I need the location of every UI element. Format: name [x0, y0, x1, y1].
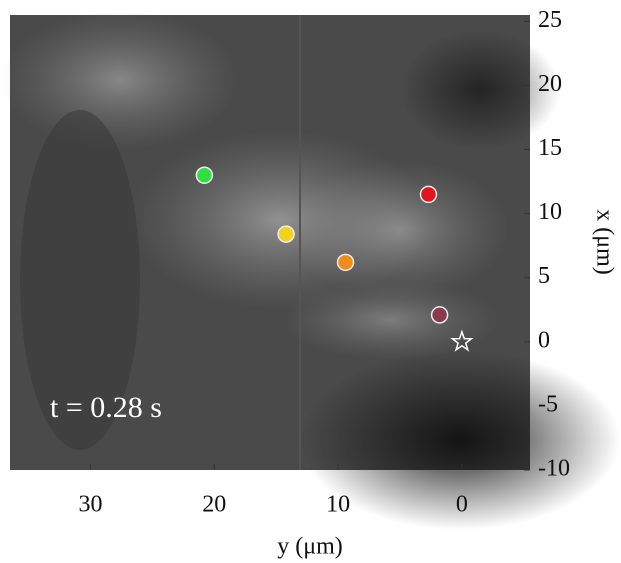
y-tick-label: -5	[538, 391, 558, 417]
y-axis-label: x (μm)	[591, 209, 617, 275]
y-tick-label: 5	[538, 263, 550, 289]
x-tick-label: 20	[202, 492, 226, 518]
point	[432, 307, 448, 323]
x-tick-label: 30	[78, 492, 102, 518]
point	[338, 254, 354, 270]
point	[196, 167, 212, 183]
y-tick-label: 15	[538, 135, 562, 161]
y-tick-label: -10	[538, 456, 570, 482]
point	[278, 226, 294, 242]
point	[420, 186, 436, 202]
chart: t = 0.28 s y (μm) x (μm) 30 20 10 0 25 20 15 10…	[0, 0, 621, 563]
y-tick-label: 25	[538, 7, 562, 33]
y-tick-label: 10	[538, 199, 562, 225]
micrograph	[0, 10, 620, 530]
annotation: t = 0.28 s	[50, 391, 162, 424]
y-tick-label: 20	[538, 71, 562, 97]
x-axis-label: y (μm)	[277, 534, 343, 560]
x-tick-label: 10	[326, 492, 350, 518]
y-tick-label: 0	[538, 327, 550, 353]
page: t = 0.28 s y (μm) x (μm) 30 20 10 0 25 20 15 10…	[0, 0, 621, 563]
x-tick-label: 0	[456, 492, 468, 518]
